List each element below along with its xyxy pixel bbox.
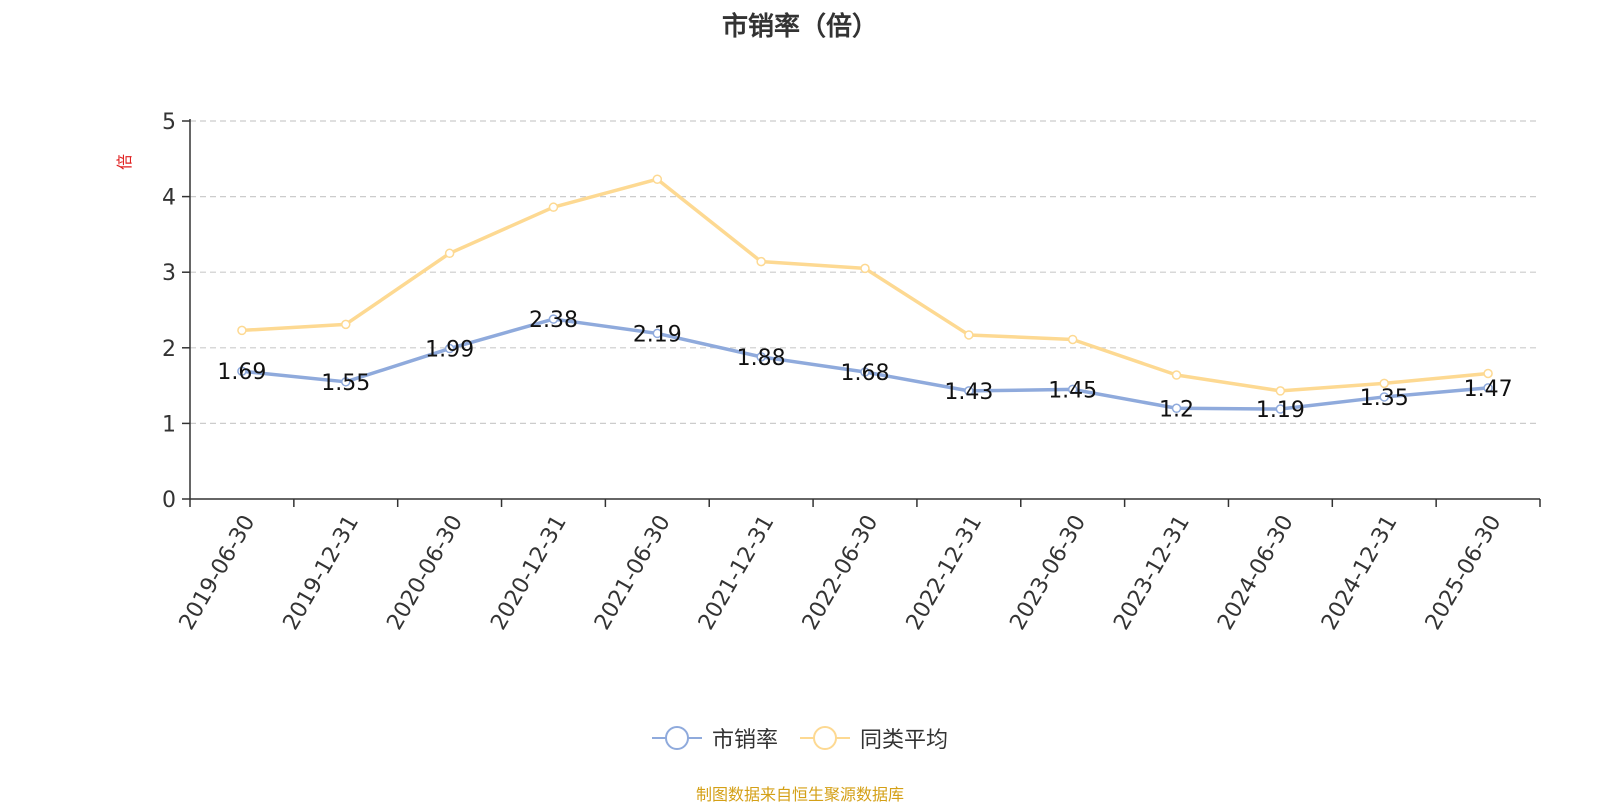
legend-item-series-1[interactable]: 市销率: [651, 722, 778, 754]
x-tick-label: 2024-12-31: [1317, 511, 1403, 634]
y-tick-label: 1: [162, 412, 176, 437]
legend-label-series-1: 市销率: [711, 728, 778, 753]
data-point-series-1: [1171, 403, 1182, 414]
data-label: 1.2: [1159, 397, 1194, 422]
data-label: 1.69: [217, 360, 266, 385]
data-point-series-2: [548, 202, 559, 212]
data-point-series-2: [1067, 334, 1078, 345]
y-tick-label: 4: [162, 186, 176, 211]
data-label: 1.47: [1464, 377, 1513, 402]
legend-item-series-2[interactable]: 同类平均: [800, 722, 948, 754]
data-point-series-1: [237, 366, 247, 376]
source-footnote: 制图数据来自恒生聚源数据库: [695, 785, 904, 804]
x-tick-label: 2020-06-30: [382, 511, 468, 634]
data-label: 1.88: [737, 346, 786, 371]
data-point-series-2: [1171, 370, 1182, 380]
data-point-series-2: [860, 263, 870, 274]
data-label: 1.43: [944, 380, 993, 405]
legend-label-series-2: 同类平均: [860, 728, 949, 753]
data-point-series-2: [237, 325, 247, 336]
chart-title: 市销率（倍）: [721, 12, 878, 42]
y-tick-label: 5: [162, 110, 176, 135]
y-tick-label: 2: [162, 337, 176, 362]
data-point-series-1: [756, 352, 766, 362]
data-point-series-1: [652, 328, 663, 339]
data-point-series-1: [444, 343, 455, 354]
data-point-series-1: [964, 386, 974, 396]
data-label: 2.38: [529, 308, 578, 333]
x-tick-label: 2019-12-31: [279, 511, 365, 634]
x-tick-label: 2023-12-31: [1109, 511, 1195, 634]
data-point-series-2: [1483, 368, 1493, 379]
x-tick-label: 2021-06-30: [590, 511, 676, 634]
x-tick-label: 2021-12-31: [694, 511, 780, 634]
data-point-series-2: [341, 319, 351, 330]
y-axis-title: 倍: [115, 154, 134, 170]
data-label: 1.19: [1256, 398, 1305, 423]
x-tick-label: 2024-06-30: [1213, 511, 1299, 634]
data-point-series-1: [1483, 383, 1493, 393]
data-point-series-1: [341, 377, 351, 387]
data-point-series-2: [444, 248, 455, 259]
data-point-series-2: [1275, 386, 1286, 396]
data-point-series-1: [860, 367, 870, 377]
data-label: 1.99: [425, 338, 474, 363]
data-point-series-1: [548, 314, 559, 324]
data-label: 2.19: [633, 322, 682, 347]
data-point-series-1: [1275, 404, 1286, 414]
x-tick-label: 2019-06-30: [175, 511, 261, 634]
legend: 市销率 同类平均: [0, 722, 1600, 754]
x-tick-label: 2022-06-30: [798, 511, 884, 634]
x-tick-label: 2025-06-30: [1421, 511, 1507, 634]
legend-marker-series-2: [800, 726, 850, 750]
data-point-series-1: [1379, 392, 1389, 402]
data-label: 1.68: [841, 361, 890, 386]
data-label: 1.35: [1360, 386, 1409, 411]
legend-marker-series-1: [651, 726, 702, 750]
data-label: 1.45: [1048, 378, 1097, 403]
data-point-series-1: [1067, 384, 1078, 395]
data-label: 1.55: [321, 371, 370, 396]
x-tick-label: 2020-12-31: [486, 511, 572, 634]
x-tick-label: 2022-12-31: [902, 511, 988, 634]
data-point-series-2: [964, 330, 974, 340]
y-tick-label: 3: [162, 261, 176, 286]
data-point-series-2: [756, 256, 766, 267]
x-tick-label: 2023-06-30: [1005, 511, 1091, 634]
data-point-series-2: [652, 174, 663, 184]
data-point-series-2: [1379, 378, 1389, 389]
y-tick-label: 0: [162, 488, 176, 513]
